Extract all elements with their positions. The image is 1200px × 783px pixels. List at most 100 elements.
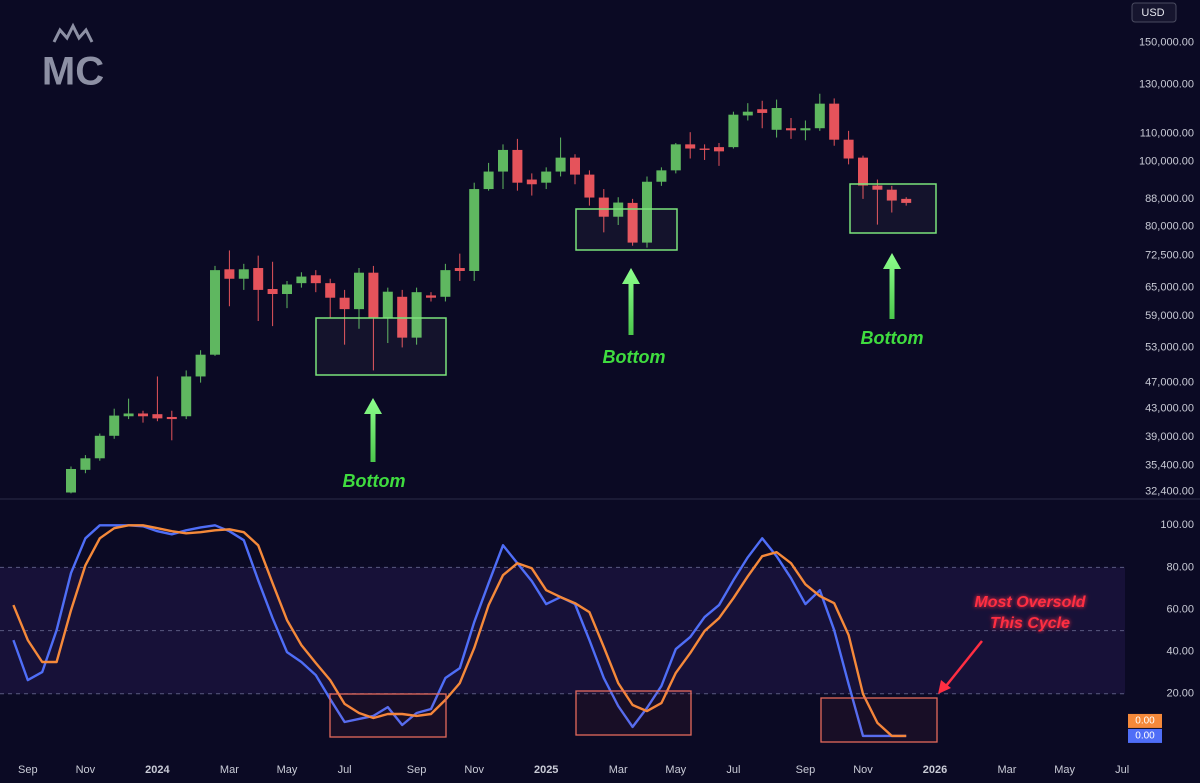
y-tick-label: 65,000.00 <box>1145 282 1194 294</box>
candle-body <box>354 272 364 310</box>
candle-body <box>109 415 120 436</box>
candle-body <box>872 185 883 190</box>
candle-body <box>584 174 595 198</box>
candle-body <box>685 144 696 149</box>
candle-body <box>598 197 609 217</box>
candle-body <box>224 269 235 279</box>
x-tick-label: May <box>1054 764 1075 776</box>
candle-body <box>152 414 163 419</box>
candle-body <box>195 354 206 377</box>
oversold-boxes <box>329 690 938 743</box>
annotation: Bottom <box>343 471 406 491</box>
candle-body <box>555 157 566 172</box>
x-tick-label: Nov <box>76 764 96 776</box>
x-tick-label: Mar <box>998 764 1017 776</box>
y-tick-label: 100,000.00 <box>1139 155 1194 167</box>
x-tick-label: Sep <box>18 764 38 776</box>
candle-body <box>382 291 393 318</box>
candle-body <box>339 297 350 310</box>
x-tick-label: 2024 <box>145 764 170 776</box>
arrows <box>364 253 901 462</box>
arrow <box>364 398 382 462</box>
x-tick-label: Nov <box>464 764 484 776</box>
stoch-line <box>12 524 907 738</box>
candle-body <box>541 171 552 183</box>
annotation: Bottom <box>861 328 924 348</box>
candle-body <box>627 202 638 243</box>
x-tick-label: Sep <box>796 764 816 776</box>
annotation: This Cycle <box>990 615 1070 632</box>
x-tick-label: 2025 <box>534 764 558 776</box>
y-tick-label: 72,500.00 <box>1145 250 1194 262</box>
candle-body <box>238 269 249 279</box>
y-tick-label: 150,000.00 <box>1139 37 1194 49</box>
watermark: MC <box>42 22 104 94</box>
candle-body <box>282 284 292 295</box>
x-tick-label: Mar <box>609 764 628 776</box>
candle-body <box>901 198 912 203</box>
candle-body <box>253 268 264 290</box>
y-tick-label: 32,400.00 <box>1145 486 1194 498</box>
y-tick-label: 53,000.00 <box>1145 341 1194 353</box>
logo: MC <box>42 50 104 94</box>
candle-body <box>454 268 465 271</box>
pointer-arrow-head <box>938 680 951 694</box>
candle-body <box>166 416 177 420</box>
candle-body <box>498 149 508 172</box>
candle-body <box>66 468 76 493</box>
candle-body <box>699 148 710 150</box>
candle-body <box>814 103 825 129</box>
candle-body <box>469 189 480 271</box>
last-value-badge <box>1128 728 1162 743</box>
candle-body <box>829 103 840 140</box>
bottom-boxes <box>315 183 937 376</box>
x-tick-label: Nov <box>853 764 873 776</box>
pointer-arrow <box>945 640 983 687</box>
y-tick-label: 80.00 <box>1166 561 1194 573</box>
candle-body <box>440 270 451 297</box>
candle-body <box>771 108 782 130</box>
candle-body <box>94 435 105 459</box>
candle-body <box>526 179 537 185</box>
stoch-line <box>12 524 907 738</box>
annotation: Most Oversold <box>974 594 1086 611</box>
y-tick-label: 43,000.00 <box>1145 403 1194 415</box>
last-value-label: 0.00 <box>1135 731 1155 742</box>
candle-body <box>80 458 91 470</box>
candle-body <box>296 276 307 284</box>
candle-body <box>426 295 436 298</box>
candle-body <box>411 292 422 338</box>
y-tick-label: 110,000.00 <box>1140 127 1194 139</box>
y-tick-label: 88,000.00 <box>1145 193 1194 205</box>
box <box>315 317 447 376</box>
unit-badge <box>1131 2 1177 23</box>
y-tick-label: 20.00 <box>1166 688 1194 700</box>
box <box>575 690 692 736</box>
y-tick-label: 80,000.00 <box>1145 221 1194 233</box>
y-tick-label: 59,000.00 <box>1145 310 1194 322</box>
annotation: Bottom <box>603 347 666 367</box>
candle-body <box>800 128 811 131</box>
y-tick-label: 39,000.00 <box>1145 431 1194 443</box>
box <box>329 693 447 738</box>
candle-body <box>310 275 321 284</box>
candle-body <box>397 296 408 338</box>
candle-body <box>858 157 868 186</box>
candle-body <box>670 144 681 171</box>
last-value-badge <box>1128 713 1162 728</box>
candle-body <box>757 109 768 113</box>
unit-label: USD <box>1141 7 1164 19</box>
y-tick-label: 60.00 <box>1166 603 1194 615</box>
candle-body <box>843 139 854 159</box>
candle-body <box>325 283 336 298</box>
candle-body <box>886 189 897 201</box>
arrow <box>622 268 640 335</box>
candle-body <box>368 272 379 318</box>
x-tick-label: 2026 <box>923 764 947 776</box>
candle-body <box>267 288 278 295</box>
candle-body <box>210 270 220 355</box>
plot-layer <box>0 93 1125 738</box>
x-tick-label: Mar <box>220 764 239 776</box>
candle-body <box>742 111 753 116</box>
